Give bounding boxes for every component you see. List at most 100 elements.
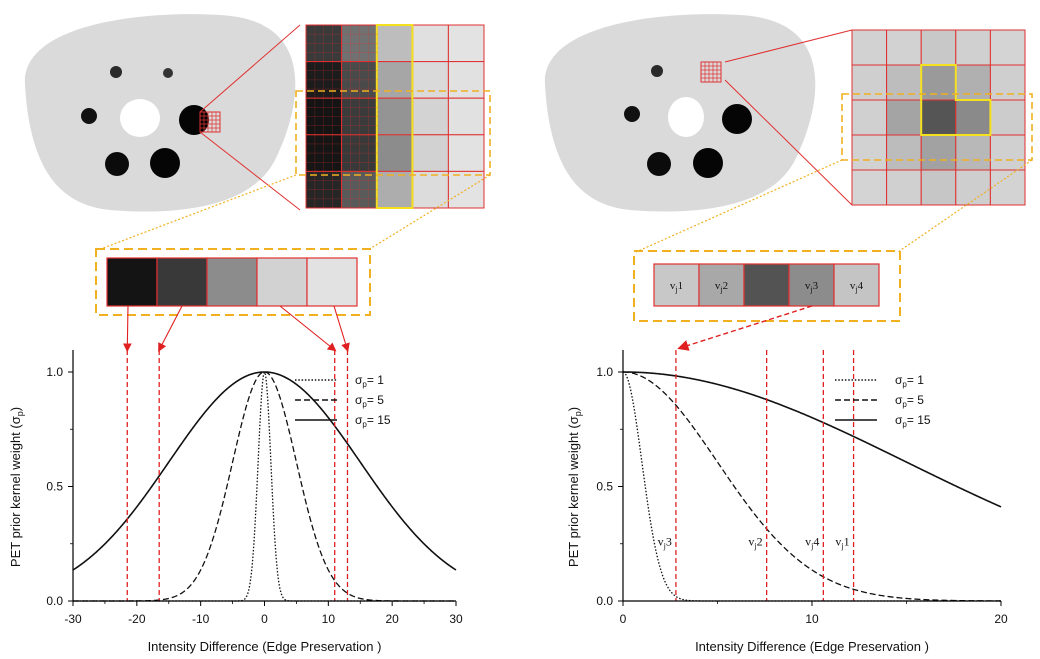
left-roi-grid: [199, 111, 221, 133]
label-num: 4: [858, 280, 864, 292]
zoom-cell: [989, 99, 1026, 136]
marker-v: v: [835, 534, 841, 548]
left-phantom-lesion: [110, 66, 122, 78]
legend-sigma: σ: [355, 413, 363, 427]
left-zoom-connector: [199, 131, 301, 211]
left-phantom-lesion: [105, 152, 129, 176]
right-zoom-grid: [851, 29, 1026, 206]
y-tick-label: 0.0: [596, 594, 613, 608]
x-tick-label: 20: [994, 612, 1008, 626]
zoom-cell: [851, 99, 888, 136]
y-axis-label: PET prior kernel weight (σp): [566, 407, 583, 567]
label-num: 1: [678, 280, 684, 292]
zoom-cell: [376, 24, 414, 63]
label-sub: j: [854, 285, 857, 294]
left-phantom: [24, 14, 296, 212]
y-label-end: ): [8, 407, 23, 411]
zoom-cell: [886, 99, 922, 136]
marker-v: v: [805, 534, 811, 548]
series-line-5: [73, 371, 456, 602]
marker-sub: j: [663, 541, 666, 550]
zoom-cell: [886, 169, 922, 206]
marker-v: v: [658, 534, 664, 548]
y-label-sub: p: [573, 411, 583, 416]
y-label-main: PET prior kernel weight (σ: [8, 416, 23, 567]
marker-sub: j: [810, 541, 813, 550]
marker-num: 3: [666, 534, 672, 548]
zoom-cell: [376, 97, 414, 136]
label-v: v: [805, 280, 811, 292]
label-v: v: [850, 280, 856, 292]
legend-sub: p: [362, 380, 367, 389]
strip-cell: [743, 263, 790, 307]
x-tick-label: -10: [192, 612, 210, 626]
y-tick-label: 0.0: [46, 594, 63, 608]
roi-outline: [199, 111, 221, 133]
zoom-cell: [886, 29, 922, 66]
marker-label: vj1: [835, 534, 849, 550]
strip-cell-label: vj4: [850, 280, 864, 294]
y-tick-label: 1.0: [596, 365, 613, 379]
right-phantom-lesion: [624, 106, 640, 122]
zoom-cell: [955, 29, 991, 66]
zoom-cell: [989, 29, 1026, 66]
strip-arrow: [279, 305, 337, 352]
series-line-5: [622, 371, 1001, 602]
legend-rest: = 15: [367, 413, 391, 427]
y-label-main: PET prior kernel weight (σ: [566, 416, 581, 567]
label-v: v: [715, 280, 721, 292]
left-strip-box: [95, 248, 371, 316]
right-phantom-lesion: [693, 148, 723, 178]
zoom-cell: [989, 134, 1026, 171]
x-tick-label: 0: [261, 612, 268, 626]
strip-cell: [833, 263, 880, 307]
x-tick-label: 30: [449, 612, 463, 626]
x-tick-label: 20: [385, 612, 399, 626]
legend-sigma: σ: [355, 393, 363, 407]
y-tick-label: 0.5: [46, 480, 63, 494]
right-phantom-lesion: [651, 65, 663, 77]
marker-num: 1: [844, 534, 850, 548]
marker-label: vj2: [748, 534, 762, 550]
left-zoom-grid: [305, 24, 485, 209]
legend-sub: p: [902, 420, 907, 429]
x-axis-label: Intensity Difference (Edge Preservation …: [148, 639, 382, 654]
zoom-cell: [955, 134, 991, 171]
legend-entry: σp= 15: [355, 413, 391, 429]
left-strip-frame: [295, 90, 491, 176]
zoom-cell: [851, 134, 888, 171]
right-strip-box: [633, 250, 901, 322]
y-label-end: ): [566, 407, 581, 411]
zoom-cell: [447, 97, 485, 136]
strip-cell-label: vj2: [715, 280, 728, 294]
zoom-cell: [955, 99, 991, 136]
strip-cell: [106, 257, 158, 307]
zoom-cell: [376, 61, 414, 99]
label-v: v: [670, 280, 676, 292]
strip-cell: [306, 257, 358, 307]
legend-sub: p: [902, 380, 907, 389]
zoom-cell: [447, 61, 485, 99]
legend-rest: = 15: [907, 413, 931, 427]
x-tick-label: 0: [620, 612, 627, 626]
right-zoom-connector: [724, 79, 853, 206]
strip-cell: [206, 257, 258, 307]
label-sub: j: [674, 285, 677, 294]
strip-arrow: [333, 305, 350, 353]
zoom-cell: [412, 97, 449, 136]
y-tick-label: 0.5: [596, 480, 613, 494]
legend-sigma: σ: [355, 373, 363, 387]
right-zoom-connector: [724, 29, 853, 63]
legend-rest: = 1: [907, 373, 924, 387]
zoom-highlight: [920, 64, 992, 136]
left-phantom-hole: [120, 99, 160, 137]
legend-entry: σp= 15: [895, 413, 931, 429]
x-axis-label: Intensity Difference (Edge Preservation …: [695, 639, 929, 654]
zoom-cell: [447, 24, 485, 63]
series-line-15: [623, 371, 1002, 508]
strip-cell: [256, 257, 308, 307]
marker-label: vj3: [658, 534, 672, 550]
zoom-cell: [412, 134, 449, 172]
zoom-cell: [447, 170, 485, 209]
left-phantom-body: [24, 14, 296, 212]
